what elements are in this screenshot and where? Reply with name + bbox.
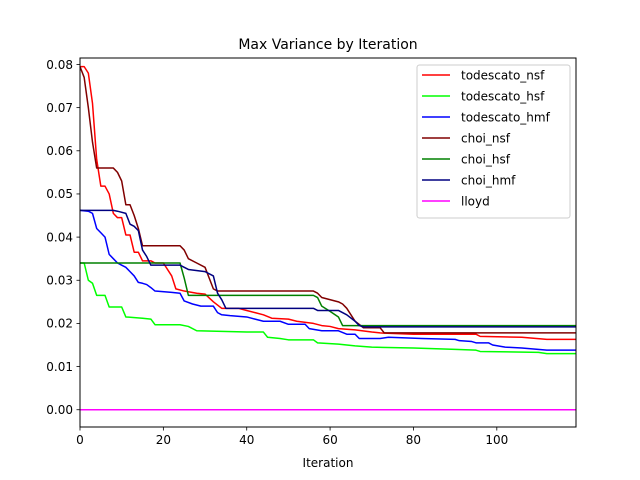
series-line-todescato_hsf xyxy=(80,262,576,355)
legend-box xyxy=(416,64,571,219)
series-line-choi_hmf xyxy=(80,209,576,328)
y-tick-label: 0.04 xyxy=(46,230,73,244)
y-tick-label: 0.06 xyxy=(46,144,73,158)
legend-label-choi_hsf: choi_hsf xyxy=(461,152,511,166)
x-tick-label: 100 xyxy=(485,433,508,447)
x-axis-label: Iteration xyxy=(303,456,354,470)
x-axis: 0 20 40 60 80 100 xyxy=(76,427,508,447)
y-tick-label: 0.02 xyxy=(46,317,73,331)
chart-title: Max Variance by Iteration xyxy=(238,37,417,53)
plot-frame xyxy=(79,57,577,428)
y-tick-label: 0.00 xyxy=(46,403,73,417)
legend-label-choi_nsf: choi_nsf xyxy=(461,131,511,145)
series-line-choi_nsf xyxy=(79,66,576,334)
y-tick-label: 0.03 xyxy=(46,274,73,288)
legend-label-todescato_nsf: todescato_nsf xyxy=(461,68,545,82)
legend-label-lloyd: lloyd xyxy=(461,194,490,208)
x-tick-label: 20 xyxy=(156,433,171,447)
y-tick-label: 0.05 xyxy=(46,187,73,201)
legend-label-todescato_hmf: todescato_hmf xyxy=(461,110,551,124)
y-tick-label: 0.01 xyxy=(46,360,73,374)
y-tick-label: 0.08 xyxy=(46,58,73,72)
series-line-choi_hsf xyxy=(80,262,576,327)
legend-label-todescato_hsf: todescato_hsf xyxy=(461,89,545,103)
y-axis: 0.00 0.01 0.02 0.03 0.04 0.05 0.06 0.07 0.08 xyxy=(46,58,80,417)
x-tick-label: 60 xyxy=(322,433,337,447)
legend-label-choi_hmf: choi_hmf xyxy=(461,173,516,187)
x-tick-label: 0 xyxy=(76,433,84,447)
legend: todescato_nsf todescato_hsf todescato_hmfc… xyxy=(416,64,571,219)
x-tick-label: 40 xyxy=(239,433,254,447)
plot-lines xyxy=(79,65,576,411)
y-tick-label: 0.07 xyxy=(46,101,73,115)
series-line-todescato_nsf xyxy=(80,65,576,341)
x-tick-label: 80 xyxy=(406,433,421,447)
series-line-todescato_hmf xyxy=(79,209,576,351)
